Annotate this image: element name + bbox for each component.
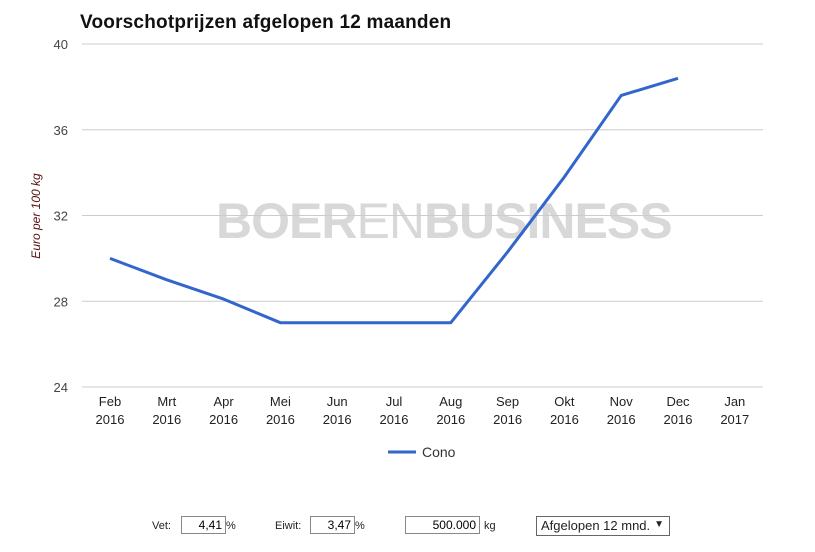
- series-line-cono: [109, 76, 679, 325]
- x-tick-label: Sep 2016: [493, 394, 522, 427]
- line-chart: BOERENBUSINESS 24 28 32 36 40 Feb 2016 Mrt 2016…: [29, 37, 763, 460]
- period-select[interactable]: Afgelopen 12 mnd. ▼: [536, 516, 670, 536]
- period-select-value: Afgelopen 12 mnd.: [541, 518, 651, 533]
- y-axis-label: Euro per 100 kg: [29, 173, 43, 259]
- x-axis-ticks: Feb 2016 Mrt 2016 Apr 2016 Mei 2016 Jun 2016 Jul 20…: [96, 394, 750, 427]
- vet-input[interactable]: [181, 516, 226, 534]
- y-tick-label: 36: [54, 123, 68, 138]
- x-tick-label: Jan 2017: [720, 394, 749, 427]
- y-tick-label: 24: [54, 380, 68, 395]
- svg-text:BOERENBUSINESS: BOERENBUSINESS: [216, 193, 672, 249]
- x-tick-label: Jul 2016: [380, 394, 409, 427]
- x-tick-label: Feb 2016: [96, 394, 125, 427]
- x-tick-label: Okt 2016: [550, 394, 579, 427]
- y-tick-label: 32: [54, 209, 68, 224]
- x-tick-label: Jun 2016: [323, 394, 352, 427]
- watermark-part-2: EN: [356, 193, 423, 249]
- watermark-part-1: BOER: [216, 193, 357, 249]
- x-tick-label: Mei 2016: [266, 394, 295, 427]
- gridlines: [82, 43, 763, 388]
- y-axis-ticks: 24 28 32 36 40: [54, 37, 68, 395]
- watermark-part-3: BUSINESS: [424, 193, 672, 249]
- y-tick-label: 40: [54, 37, 68, 52]
- legend-label-cono: Cono: [422, 444, 456, 460]
- eiwit-label: Eiwit:: [275, 520, 302, 532]
- vet-label: Vet:: [152, 520, 171, 532]
- eiwit-input[interactable]: [310, 516, 355, 534]
- x-tick-label: Mrt 2016: [152, 394, 181, 427]
- x-tick-label: Dec 2016: [664, 394, 693, 427]
- kg-unit: kg: [484, 520, 496, 532]
- chevron-down-icon: ▼: [654, 519, 664, 530]
- x-tick-label: Nov 2016: [607, 394, 636, 427]
- x-tick-label: Apr 2016: [209, 394, 238, 427]
- x-tick-label: Aug 2016: [436, 394, 465, 427]
- legend: Cono: [388, 444, 456, 460]
- y-tick-label: 28: [54, 294, 68, 309]
- controls-bar: Vet: % Eiwit: % kg Afgelopen 12 mnd. ▼: [0, 515, 815, 539]
- watermark-logo: BOERENBUSINESS: [216, 193, 673, 249]
- chart-title: Voorschotprijzen afgelopen 12 maanden: [80, 12, 452, 33]
- series-layer: [109, 76, 679, 325]
- vet-unit: %: [226, 520, 236, 532]
- eiwit-unit: %: [355, 520, 365, 532]
- kg-input[interactable]: [405, 516, 480, 534]
